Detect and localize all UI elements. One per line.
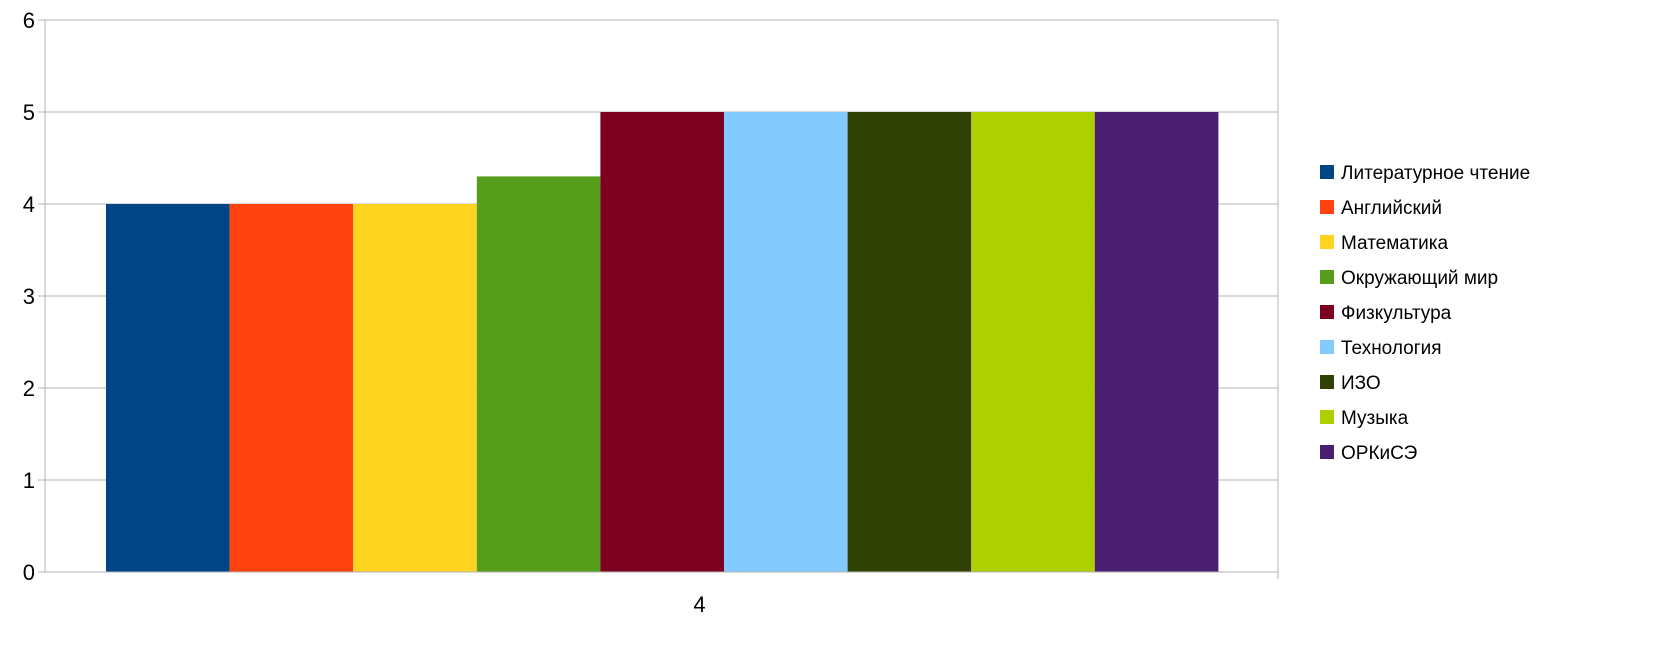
legend-label: Английский: [1341, 198, 1442, 219]
legend-swatch: [1320, 165, 1334, 179]
x-axis-tick-labels: 4: [693, 592, 705, 617]
y-tick-label: 2: [23, 376, 35, 401]
bar: [600, 112, 724, 572]
y-tick-label: 0: [23, 560, 35, 585]
bar: [724, 112, 848, 572]
y-tick-label: 6: [23, 8, 35, 33]
legend-swatch: [1320, 270, 1334, 284]
bar: [353, 204, 477, 572]
legend-label: Математика: [1341, 233, 1449, 254]
y-tick-label: 3: [23, 284, 35, 309]
legend-swatch: [1320, 410, 1334, 424]
legend-label: ОРКиСЭ: [1341, 443, 1417, 464]
legend-label: Музыка: [1341, 408, 1409, 429]
legend-swatch: [1320, 305, 1334, 319]
legend-swatch: [1320, 200, 1334, 214]
y-tick-label: 1: [23, 468, 35, 493]
bars: [106, 112, 1219, 572]
legend-label: Окружающий мир: [1341, 268, 1498, 289]
legend-swatch: [1320, 375, 1334, 389]
legend-label: Физкультура: [1341, 303, 1452, 324]
y-tick-label: 4: [23, 192, 35, 217]
legend-label: Технология: [1341, 338, 1442, 359]
legend-label: ИЗО: [1341, 373, 1381, 394]
axes: [38, 19, 1279, 579]
legend-swatch: [1320, 445, 1334, 459]
legend-swatch: [1320, 235, 1334, 249]
y-tick-label: 5: [23, 100, 35, 125]
bar: [229, 204, 354, 572]
y-axis-tick-labels: 0 1 2 3 4 5 6: [23, 8, 35, 585]
x-tick-label: 4: [693, 592, 705, 617]
legend: Литературное чтение Английский Математика О…: [1320, 163, 1530, 464]
bar: [106, 204, 230, 572]
legend-swatch: [1320, 340, 1334, 354]
bar: [1094, 112, 1219, 572]
bar: [971, 112, 1095, 572]
legend-label: Литературное чтение: [1341, 163, 1530, 184]
bar: [847, 112, 972, 572]
bar: [476, 176, 601, 572]
